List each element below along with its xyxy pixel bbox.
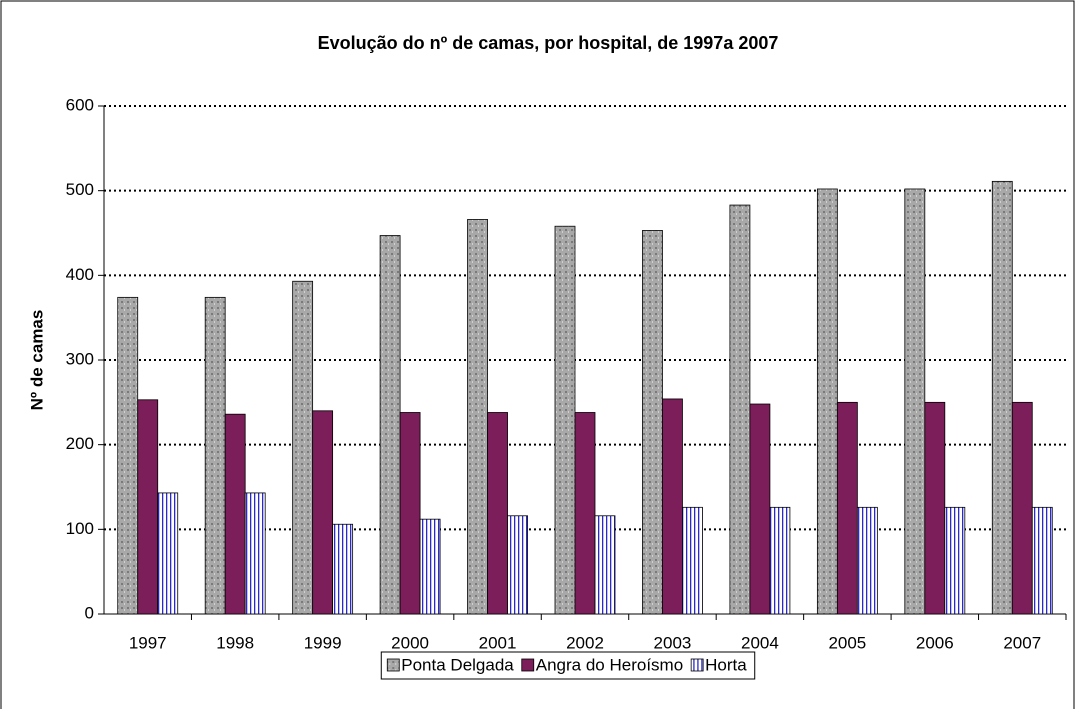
bar [379, 235, 401, 615]
x-tick-label: 1999 [304, 633, 342, 652]
bar [816, 188, 838, 615]
legend-label: Ponta Delgada [401, 655, 514, 674]
bar [682, 506, 703, 615]
legend-label: Angra do Heroísmo [536, 655, 683, 674]
y-tick-label: 300 [66, 349, 94, 368]
bar [1011, 401, 1033, 615]
legend-label: Horta [705, 655, 747, 674]
bar [117, 296, 139, 615]
legend-swatch [521, 658, 535, 672]
bar [554, 225, 576, 615]
bar [1031, 506, 1053, 615]
bar [944, 506, 966, 615]
bar [749, 403, 771, 615]
bar [924, 401, 946, 615]
bar [312, 410, 334, 615]
bar [467, 219, 488, 615]
bar [157, 492, 179, 615]
bar [594, 515, 616, 615]
bar [507, 515, 528, 615]
bar [904, 188, 926, 615]
y-tick-label: 600 [66, 95, 94, 114]
bar [419, 518, 441, 615]
bar [769, 506, 791, 615]
x-tick-label: 2001 [479, 633, 517, 652]
y-tick-label: 100 [66, 519, 94, 538]
x-tick-label: 2005 [828, 633, 866, 652]
bar [729, 204, 751, 615]
bar [399, 412, 421, 615]
bar [642, 230, 663, 615]
x-tick-label: 1997 [129, 633, 167, 652]
bar [137, 399, 159, 615]
bar [836, 401, 858, 615]
x-tick-label: 2000 [391, 633, 429, 652]
bar [856, 506, 878, 615]
x-tick-label: 2006 [916, 633, 954, 652]
legend: Ponta Delgada Angra do Heroísmo Horta [380, 651, 756, 680]
bar [292, 280, 314, 615]
y-axis-label: Nº de camas [27, 310, 46, 411]
bar [487, 412, 508, 615]
x-tick-label: 2007 [1003, 633, 1041, 652]
legend-swatch [690, 658, 704, 672]
bar [204, 296, 226, 615]
y-tick-label: 400 [66, 265, 94, 284]
bar [332, 523, 354, 615]
x-tick-label: 2004 [741, 633, 779, 652]
bar [662, 398, 683, 615]
bar [224, 413, 246, 615]
legend-swatch [386, 658, 400, 672]
y-tick-label: 0 [85, 603, 94, 622]
x-tick-label: 2003 [654, 633, 692, 652]
bar [991, 180, 1013, 615]
bar [244, 492, 266, 615]
chart-title: Evolução do nº de camas, por hospital, d… [318, 33, 779, 53]
y-tick-label: 500 [66, 180, 94, 199]
bar [574, 412, 596, 615]
y-tick-label: 200 [66, 434, 94, 453]
x-tick-label: 2002 [566, 633, 604, 652]
x-tick-label: 1998 [216, 633, 254, 652]
